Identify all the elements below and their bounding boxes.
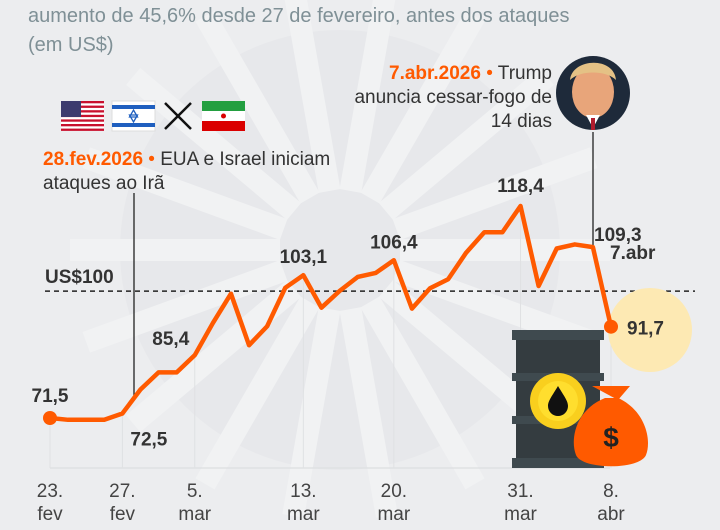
x-tick-day: 20. bbox=[381, 481, 407, 502]
money-bag-icon: $ bbox=[573, 386, 648, 467]
sunburst-ray bbox=[82, 260, 288, 353]
x-tick-day: 5. bbox=[187, 481, 203, 502]
data-point bbox=[392, 258, 396, 262]
x-tick-day: 13. bbox=[290, 481, 316, 502]
data-label-sub: 7.abr bbox=[610, 243, 656, 264]
x-tick-month: mar bbox=[504, 504, 537, 525]
annotation-start-text: EUA e Israel iniciam ataques ao Irã bbox=[43, 149, 331, 194]
data-point bbox=[482, 230, 486, 234]
background-sunburst bbox=[70, 0, 610, 518]
data-point bbox=[464, 251, 468, 255]
x-tick-month: fev bbox=[110, 504, 136, 525]
data-label: 71,5 bbox=[32, 386, 69, 407]
sunburst-ray bbox=[339, 307, 398, 518]
x-tick-month: mar bbox=[287, 504, 320, 525]
x-tick-month: abr bbox=[597, 504, 625, 525]
sunburst-ray bbox=[195, 10, 320, 204]
data-point bbox=[446, 277, 450, 281]
data-point bbox=[537, 284, 541, 288]
data-label: 91,7 bbox=[627, 319, 664, 340]
usa-flag-icon bbox=[61, 101, 104, 131]
data-point bbox=[319, 306, 323, 310]
iran-flag-icon bbox=[202, 101, 245, 131]
flag-stripe bbox=[61, 114, 104, 118]
annotation-start-bullet: • bbox=[148, 149, 155, 170]
data-point bbox=[374, 271, 378, 275]
sunburst-ray bbox=[195, 296, 320, 490]
sunburst-ray bbox=[82, 147, 288, 240]
data-point bbox=[301, 273, 305, 277]
data-label: 72,5 bbox=[130, 429, 167, 450]
x-tick-day: 31. bbox=[507, 481, 533, 502]
data-label: 109,3 bbox=[594, 225, 642, 246]
data-point bbox=[247, 343, 251, 347]
data-point bbox=[43, 411, 57, 425]
versus-x-icon bbox=[164, 102, 192, 130]
flag-stripe bbox=[61, 101, 104, 104]
data-point bbox=[356, 275, 360, 279]
reference-line-label: US$100 bbox=[45, 267, 114, 288]
flag-stripe bbox=[61, 119, 104, 122]
israel-flag-icon bbox=[111, 100, 156, 132]
x-tick-month: fev bbox=[37, 504, 63, 525]
data-point bbox=[428, 286, 432, 290]
data-point bbox=[193, 353, 197, 357]
x-tick-month: mar bbox=[377, 504, 410, 525]
data-point bbox=[120, 411, 124, 415]
data-point bbox=[265, 324, 269, 328]
flag-stripe bbox=[61, 124, 104, 127]
sunburst-ray bbox=[392, 147, 598, 240]
x-tick-day: 23. bbox=[37, 481, 63, 502]
sunburst-ray bbox=[378, 68, 554, 220]
data-point bbox=[229, 292, 233, 296]
data-point bbox=[157, 370, 161, 374]
data-point bbox=[338, 289, 342, 293]
data-point bbox=[591, 245, 595, 249]
sunburst-ray bbox=[284, 0, 341, 193]
annotation-ceasefire-text: Trump anuncia cessar-fogo de 14 dias bbox=[354, 63, 552, 132]
data-point bbox=[102, 418, 106, 422]
sunburst-ray bbox=[282, 307, 341, 518]
data-point bbox=[84, 418, 88, 422]
annotation-start: 28.fev.2026 • EUA e Israel iniciam ataqu… bbox=[43, 148, 333, 196]
x-tick-month: mar bbox=[178, 504, 211, 525]
data-point bbox=[66, 418, 70, 422]
annotation-start-date: 28.fev.2026 bbox=[43, 149, 144, 170]
data-point bbox=[410, 307, 414, 311]
annotation-ceasefire-bullet: • bbox=[486, 63, 493, 84]
chart-subtitle: aumento de 45,6% desde 27 de fevereiro, … bbox=[28, 5, 570, 56]
flags bbox=[61, 100, 245, 132]
price-line bbox=[47, 203, 614, 423]
data-point bbox=[175, 370, 179, 374]
data-point bbox=[138, 388, 142, 392]
data-point bbox=[555, 247, 559, 250]
x-tick-day: 8. bbox=[603, 481, 619, 502]
sunburst-ray bbox=[360, 10, 485, 204]
data-point bbox=[211, 321, 215, 325]
trump-portrait bbox=[556, 56, 630, 130]
svg-text:$: $ bbox=[603, 422, 619, 453]
sunburst-ray bbox=[339, 0, 396, 193]
flag-stripe bbox=[61, 105, 104, 108]
data-point bbox=[500, 230, 504, 234]
data-label: 85,4 bbox=[152, 329, 189, 350]
data-label: 118,4 bbox=[497, 176, 544, 197]
data-point bbox=[604, 319, 618, 334]
data-label: 106,4 bbox=[370, 232, 418, 253]
data-label: 103,1 bbox=[280, 247, 328, 268]
data-point bbox=[573, 242, 577, 246]
x-tick-day: 27. bbox=[109, 481, 135, 502]
annotation-ceasefire-date: 7.abr.2026 bbox=[389, 63, 481, 84]
sunburst-ray bbox=[126, 68, 302, 220]
flag-stripe bbox=[61, 110, 104, 113]
highlight-circle bbox=[608, 288, 692, 372]
data-point bbox=[283, 286, 287, 290]
annotation-ceasefire: 7.abr.2026 • Trump anuncia cessar-fogo d… bbox=[352, 62, 552, 134]
sunburst-ray bbox=[126, 280, 302, 432]
flag-stripe bbox=[61, 128, 104, 131]
sunburst-ray bbox=[360, 296, 485, 490]
data-point bbox=[519, 204, 523, 208]
